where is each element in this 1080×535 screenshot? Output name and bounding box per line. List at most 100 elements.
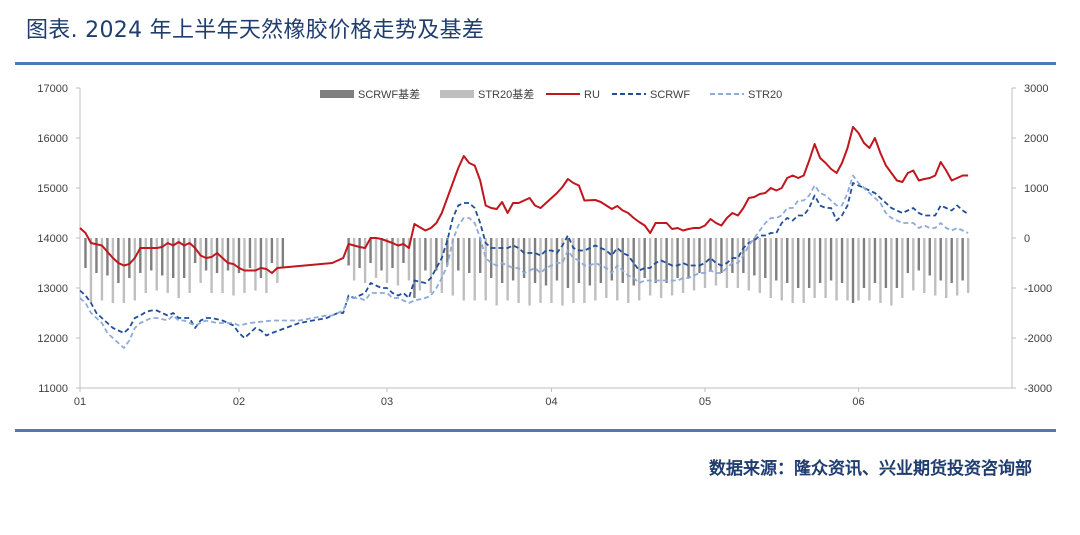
basis-bar — [544, 238, 548, 286]
basis-bar — [270, 238, 274, 263]
legend-label: STR20基差 — [478, 87, 534, 101]
basis-bar — [402, 238, 405, 263]
basis-bar — [517, 238, 520, 303]
rubber-price-chart: 17000 16000 15000 14000 13000 12000 11000 3000 2… — [37, 83, 1052, 408]
y-right-tick-label: -1000 — [1024, 283, 1052, 295]
x-tick-label: 05 — [699, 396, 711, 408]
basis-bar — [347, 238, 350, 266]
data-source-note: 数据来源：隆众资讯、兴业期货投资咨询部 — [709, 459, 1032, 479]
basis-bar — [276, 238, 279, 283]
basis-bar — [824, 238, 827, 298]
basis-bar — [835, 238, 838, 301]
y-left-tick-label: 12000 — [37, 333, 68, 345]
basis-bar — [243, 238, 246, 293]
basis-bar — [210, 238, 213, 293]
basis-bar — [193, 238, 197, 263]
basis-bar — [117, 238, 120, 283]
basis-bar — [687, 238, 690, 278]
basis-bar — [966, 238, 970, 293]
basis-bar — [84, 238, 87, 268]
basis-bar — [435, 238, 438, 271]
y-left-tick-label: 11000 — [38, 383, 68, 395]
basis-bar — [440, 238, 444, 293]
y-left-tick-label: 16000 — [37, 133, 68, 145]
basis-bar — [226, 238, 230, 271]
basis-bar — [177, 238, 180, 298]
basis-bar — [659, 238, 663, 298]
basis-bar — [698, 238, 701, 273]
basis-bar — [901, 238, 904, 298]
basis-bar — [95, 238, 98, 273]
basis-bar — [254, 238, 257, 291]
basis-bar — [446, 238, 449, 266]
basis-bar — [457, 238, 460, 271]
basis-bar — [380, 238, 383, 271]
basis-bar — [616, 238, 619, 301]
basis-bar — [676, 238, 679, 278]
basis-bar — [489, 238, 493, 278]
legend: SCRWF基差 STR20基差 RU SCRWF STR20 — [320, 87, 782, 101]
basis-bar — [692, 238, 696, 291]
basis-bar — [150, 238, 153, 271]
basis-bar — [945, 238, 948, 298]
basis-bar — [352, 238, 356, 281]
basis-bars — [84, 238, 970, 306]
basis-bar — [884, 238, 888, 288]
series-line-ru — [79, 126, 969, 274]
basis-bar — [511, 238, 515, 281]
basis-bar — [670, 238, 674, 296]
basis-bar — [561, 238, 564, 306]
basis-bar — [111, 238, 115, 303]
basis-bar — [265, 238, 268, 293]
basis-bar — [539, 238, 542, 303]
basis-bar — [780, 238, 783, 301]
basis-bar — [665, 238, 668, 283]
basis-bar — [133, 238, 137, 301]
basis-bar — [846, 238, 849, 301]
basis-bar — [407, 238, 411, 281]
basis-bar — [769, 238, 772, 298]
basis-bar — [928, 238, 931, 276]
x-tick-label: 03 — [381, 396, 393, 408]
basis-bar — [753, 238, 756, 276]
basis-bar — [890, 238, 893, 306]
basis-bar — [868, 238, 871, 301]
y-right-tick-label: 1000 — [1024, 183, 1048, 195]
basis-bar — [100, 238, 104, 301]
y-left-tick-label: 17000 — [37, 83, 68, 95]
basis-bar — [775, 238, 778, 281]
basis-bar — [396, 238, 400, 286]
x-tick-label: 04 — [545, 396, 557, 408]
basis-bar — [638, 238, 641, 301]
basis-bar — [923, 238, 926, 293]
basis-bar — [232, 238, 235, 296]
x-tick-label: 02 — [233, 396, 245, 408]
basis-bar — [413, 238, 416, 298]
basis-bar — [654, 238, 657, 283]
basis-bar — [758, 238, 762, 293]
basis-bar — [555, 238, 559, 281]
basis-bar — [764, 238, 767, 278]
basis-bar — [681, 238, 685, 293]
basis-bar — [188, 238, 191, 293]
legend-swatch — [320, 90, 354, 98]
legend-label: SCRWF基差 — [358, 87, 420, 101]
basis-bar — [172, 238, 175, 278]
basis-bar — [495, 238, 498, 306]
y-left-tick-label: 14000 — [37, 233, 68, 245]
basis-bar — [424, 238, 427, 271]
basis-bar — [528, 238, 531, 306]
basis-bar — [879, 238, 882, 303]
basis-bar — [720, 238, 723, 273]
basis-bar — [648, 238, 652, 296]
basis-bar — [572, 238, 575, 303]
series-line-str20 — [79, 174, 969, 349]
x-tick-label: 01 — [74, 396, 86, 408]
bottom-divider — [15, 429, 1056, 432]
basis-bar — [566, 238, 570, 288]
basis-bar — [621, 238, 624, 283]
top-divider — [15, 62, 1056, 65]
basis-bar — [939, 238, 942, 281]
basis-bar — [166, 238, 169, 293]
basis-bar — [139, 238, 142, 273]
